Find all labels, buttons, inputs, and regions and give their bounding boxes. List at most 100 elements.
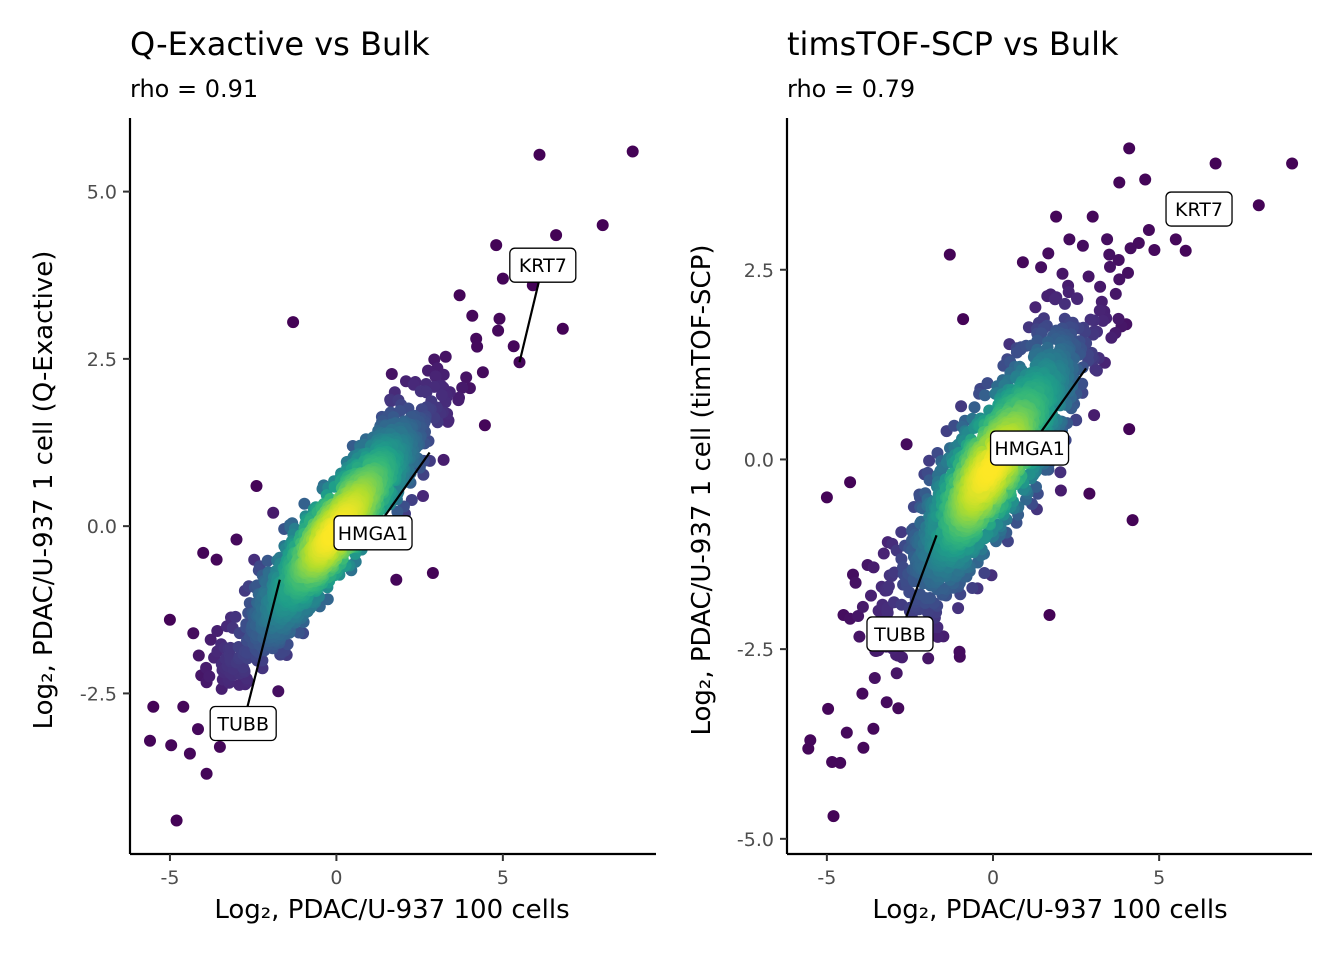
data-point xyxy=(820,491,833,504)
data-point xyxy=(856,687,869,700)
data-point xyxy=(476,366,489,379)
data-point xyxy=(865,589,877,602)
data-point xyxy=(471,340,484,353)
data-point xyxy=(466,309,479,322)
gene-label: TUBB xyxy=(216,714,269,736)
data-point xyxy=(626,145,639,158)
data-point xyxy=(437,453,450,466)
data-point xyxy=(966,582,979,594)
data-point xyxy=(492,324,505,337)
data-point xyxy=(439,350,452,363)
data-point xyxy=(165,739,178,752)
data-point xyxy=(163,613,176,626)
data-point xyxy=(493,312,506,325)
y-tick-label: 0.0 xyxy=(87,516,117,538)
data-point xyxy=(856,600,869,613)
data-point xyxy=(1124,242,1137,255)
data-point xyxy=(849,576,862,589)
data-point xyxy=(187,627,200,640)
panel-q-exactive: Q-Exactive vs Bulk rho = 0.91 KRT7 HMGA1 T… xyxy=(29,25,656,925)
data-point xyxy=(210,553,223,566)
y-tick-label: -2.5 xyxy=(80,683,117,705)
data-point xyxy=(261,554,274,567)
data-point xyxy=(170,814,183,827)
data-point xyxy=(892,702,905,715)
data-point xyxy=(982,464,995,477)
data-point xyxy=(1112,312,1125,325)
data-point xyxy=(211,625,224,637)
data-point xyxy=(1142,224,1155,236)
data-point xyxy=(420,386,433,399)
data-point xyxy=(204,633,217,646)
data-point xyxy=(391,505,404,518)
gene-label: TUBB xyxy=(873,624,926,646)
data-point xyxy=(1113,273,1126,286)
gene-label: KRT7 xyxy=(519,255,567,277)
data-point xyxy=(1054,466,1067,479)
data-point xyxy=(229,610,242,623)
data-point xyxy=(1063,233,1076,246)
data-point xyxy=(853,630,866,643)
data-point xyxy=(895,526,908,539)
data-point xyxy=(272,685,285,698)
data-point xyxy=(968,401,981,414)
data-point xyxy=(1126,514,1139,527)
data-point xyxy=(867,722,880,735)
data-point xyxy=(822,702,835,715)
data-point xyxy=(844,476,857,489)
data-point xyxy=(1086,210,1099,223)
data-point xyxy=(1105,331,1118,344)
data-point xyxy=(804,734,817,747)
data-point xyxy=(550,229,563,242)
data-point xyxy=(1123,142,1136,155)
x-tick-label: -5 xyxy=(817,867,836,889)
data-point xyxy=(490,239,503,252)
data-point xyxy=(955,400,968,413)
data-point xyxy=(890,667,903,680)
data-point xyxy=(1029,301,1042,314)
data-point xyxy=(144,734,156,747)
data-point xyxy=(390,573,403,586)
data-point xyxy=(880,696,893,709)
data-point xyxy=(978,567,991,579)
data-point xyxy=(230,533,243,546)
y-tick-label: -2.5 xyxy=(737,639,774,661)
y-tick-label: 2.5 xyxy=(744,260,774,282)
data-point xyxy=(250,480,263,492)
data-point xyxy=(183,747,196,760)
data-point xyxy=(292,626,305,639)
data-point xyxy=(596,219,609,232)
data-point xyxy=(952,602,965,615)
data-point xyxy=(1123,423,1136,436)
data-point xyxy=(1043,609,1056,621)
data-point xyxy=(1035,261,1048,274)
data-point xyxy=(405,494,418,506)
data-points xyxy=(144,145,639,827)
y-axis-label: Log₂, PDAC/U-937 1 cell (timTOF-SCP) xyxy=(687,244,717,735)
data-point xyxy=(1094,280,1107,293)
data-point xyxy=(460,371,473,384)
data-point xyxy=(1050,210,1063,223)
data-point xyxy=(957,313,970,326)
data-point xyxy=(1179,244,1192,257)
data-point xyxy=(1101,233,1114,246)
data-point xyxy=(1139,173,1152,186)
y-tick-label: 5.0 xyxy=(87,182,117,204)
data-point xyxy=(922,652,935,665)
data-point xyxy=(197,546,210,559)
data-point xyxy=(192,649,205,662)
x-tick-label: 0 xyxy=(330,867,342,889)
data-point xyxy=(857,741,870,754)
data-point xyxy=(426,567,439,579)
data-point xyxy=(1093,304,1106,317)
data-point xyxy=(177,700,190,713)
data-point xyxy=(1169,233,1182,246)
panel-title: Q-Exactive vs Bulk xyxy=(130,25,430,63)
panel-subtitle: rho = 0.91 xyxy=(130,75,258,103)
data-point xyxy=(882,580,895,593)
data-point xyxy=(1042,247,1055,260)
x-tick-label: 5 xyxy=(1153,867,1165,889)
data-point xyxy=(953,645,966,658)
